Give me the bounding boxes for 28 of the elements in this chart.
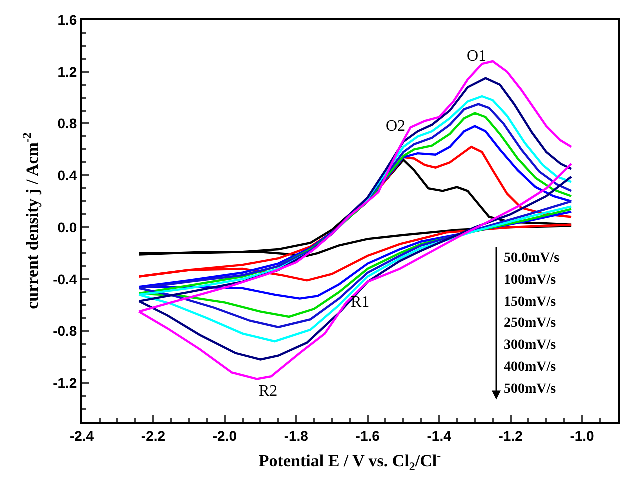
x-tick-label: -2.2 [141,428,166,444]
x-tick-label: -1.0 [570,428,595,444]
x-tick-label: -2.0 [212,428,238,444]
y-tick-label: 1.6 [58,12,78,28]
annotation: 300mV/s [504,338,557,353]
x-tick-label: -1.8 [284,428,309,444]
annotation: O2 [386,118,406,135]
y-tick-label: -1.2 [53,375,78,391]
x-tick-label: -1.4 [427,428,452,444]
x-tick-label: -2.4 [70,428,94,444]
annotation: 250mV/s [504,316,557,331]
annotation: 400mV/s [504,360,557,375]
annotation: 150mV/s [504,295,557,310]
annotation: R1 [351,294,370,311]
y-tick-label: 0.8 [58,116,78,132]
x-tick-label: -1.2 [498,428,524,444]
y-tick-label: -0.8 [53,323,78,340]
x-tick-label: -1.6 [356,428,380,444]
x-axis-title: Potential E / V vs. Cl$_{2}$/Cl$^{-}$ [258,448,442,474]
y-tick-label: -0.4 [53,271,78,288]
y-tick-label: 0.4 [58,168,78,184]
y-tick-label: 0.0 [58,219,78,236]
annotation: 50.0mV/s [504,251,560,266]
annotation: 100mV/s [504,273,557,288]
annotation: R2 [259,383,278,400]
y-tick-label: 1.2 [58,64,78,80]
annotation: 500mV/s [504,382,557,397]
annotation: O1 [467,48,487,65]
